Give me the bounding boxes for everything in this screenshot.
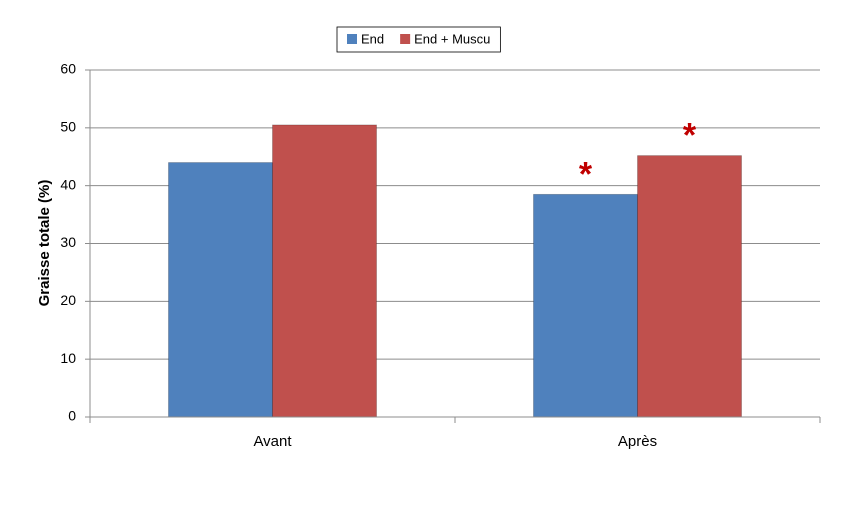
- bar: [533, 193, 638, 418]
- significance-marker: *: [683, 117, 697, 155]
- y-tick-label: 10: [60, 350, 76, 366]
- y-tick-label: 20: [60, 292, 76, 308]
- y-tick-label: 0: [68, 408, 76, 424]
- y-tick-label: 40: [60, 176, 76, 192]
- x-tick-label: Avant: [253, 433, 292, 450]
- y-tick-label: 50: [60, 119, 76, 135]
- legend-box: [336, 26, 501, 53]
- y-tick-label: 60: [60, 61, 76, 77]
- legend-swatch: [400, 34, 411, 44]
- legend-swatch: [347, 34, 357, 44]
- legend-label: End: [361, 31, 384, 46]
- x-tick-label: Après: [618, 433, 657, 450]
- significance-marker: *: [579, 155, 593, 193]
- bar: [637, 155, 742, 418]
- bar: [168, 162, 273, 418]
- bar: [272, 124, 377, 418]
- y-tick-label: 30: [60, 234, 76, 250]
- y-axis-title: Graisse totale (%): [36, 180, 53, 307]
- legend-label: End + Muscu: [414, 31, 490, 46]
